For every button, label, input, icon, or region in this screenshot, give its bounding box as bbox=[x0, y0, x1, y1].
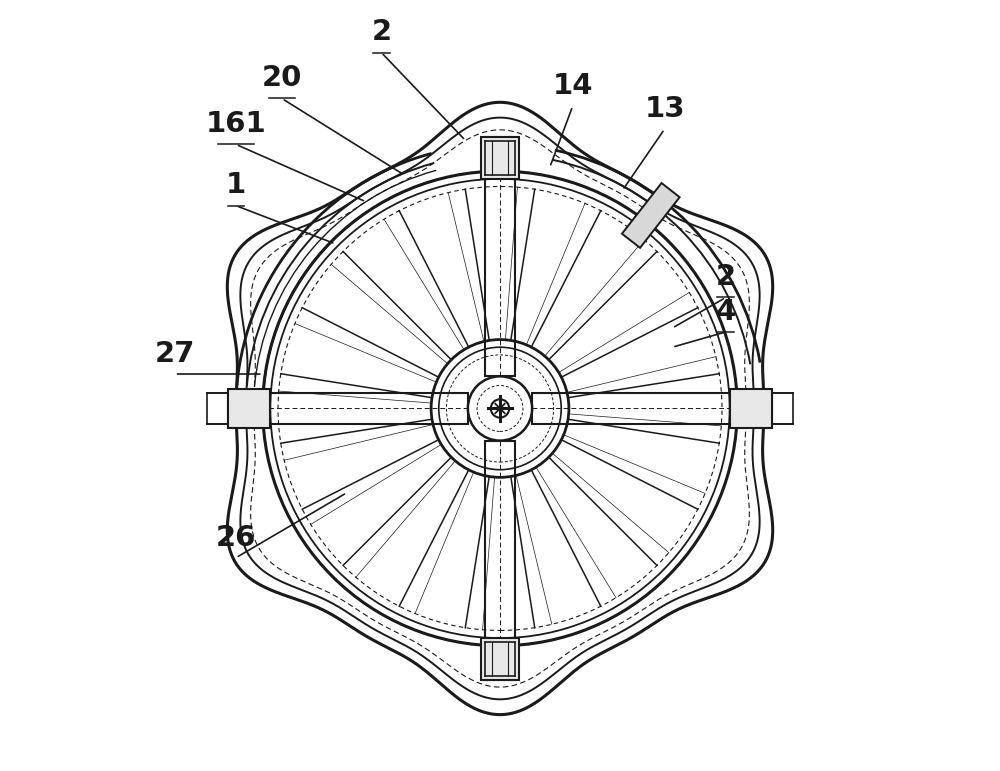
Text: 14: 14 bbox=[552, 72, 593, 100]
Text: 161: 161 bbox=[206, 110, 266, 138]
Polygon shape bbox=[481, 136, 519, 179]
Text: 13: 13 bbox=[644, 95, 685, 123]
Text: 26: 26 bbox=[216, 524, 256, 551]
Polygon shape bbox=[481, 638, 519, 680]
Polygon shape bbox=[622, 183, 680, 247]
Text: 4: 4 bbox=[716, 298, 736, 326]
Polygon shape bbox=[730, 389, 772, 428]
Polygon shape bbox=[228, 389, 270, 428]
Text: 2: 2 bbox=[371, 19, 391, 46]
Text: 20: 20 bbox=[262, 64, 302, 93]
Text: 27: 27 bbox=[154, 340, 195, 368]
Text: 2: 2 bbox=[716, 264, 736, 291]
Text: 1: 1 bbox=[226, 171, 246, 200]
